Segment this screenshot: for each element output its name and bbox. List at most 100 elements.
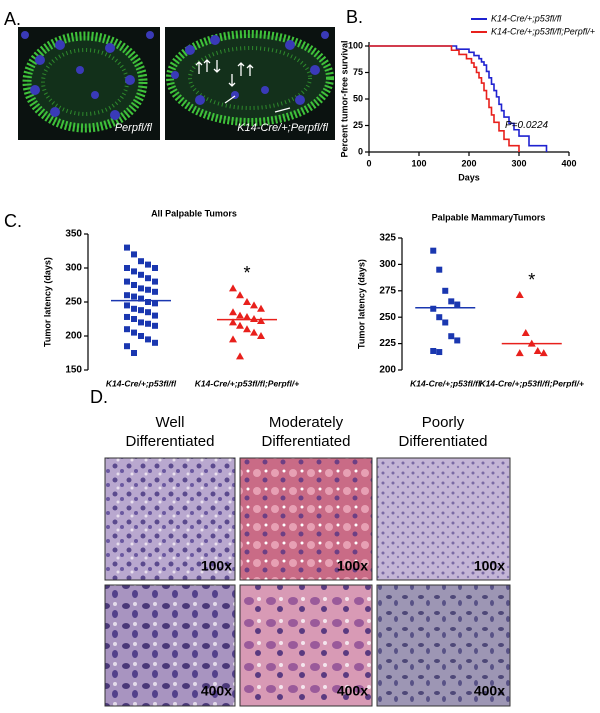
- y-tick-label: 225: [379, 338, 396, 349]
- legend-label: K14-Cre/+;p53fl/fl: [491, 13, 562, 23]
- data-point: [145, 309, 151, 316]
- data-point: [229, 308, 237, 316]
- image-label: Perpfl/fl: [115, 122, 153, 134]
- y-axis-label: Percent tumor-free survival: [339, 40, 349, 157]
- significance-marker: *: [243, 263, 250, 283]
- data-point: [448, 298, 455, 305]
- data-point: [145, 286, 151, 293]
- data-point: [250, 328, 258, 336]
- y-tick-label: 200: [65, 331, 82, 342]
- y-tick-label: 75: [353, 67, 363, 77]
- y-axis-label: Tumor latency (days): [42, 257, 52, 347]
- data-point: [131, 251, 137, 258]
- data-point: [145, 320, 151, 327]
- data-point: [236, 352, 244, 360]
- y-tick-label: 300: [65, 263, 82, 274]
- column-header: Poorly: [422, 414, 465, 431]
- data-point: [243, 312, 251, 320]
- legend-label: K14-Cre/+;p53fl/fl;Perpfl/+: [491, 26, 595, 36]
- data-point: [131, 305, 137, 312]
- y-tick-label: 150: [65, 365, 82, 376]
- column-header: Differentiated: [399, 433, 488, 450]
- magnification-label: 100x: [474, 558, 505, 574]
- data-point: [436, 349, 443, 356]
- data-point: [152, 339, 158, 346]
- data-point: [436, 314, 443, 321]
- data-point: [152, 278, 158, 285]
- data-point: [243, 298, 251, 305]
- data-point: [131, 316, 137, 322]
- y-tick-label: 250: [65, 297, 82, 308]
- x-tick-label: K14-Cre/+;p53fl/fl;Perpfl/+: [480, 378, 584, 388]
- x-tick-label: K14-Cre/+;p53fl/fl;Perpfl/+: [195, 378, 299, 388]
- data-point: [152, 288, 158, 295]
- image-label: K14-Cre/+;Perpfl/fl: [237, 122, 328, 134]
- data-point: [138, 319, 144, 326]
- data-point: [250, 301, 258, 309]
- data-point: [250, 315, 258, 322]
- y-axis-label: Tumor latency (days): [356, 259, 366, 349]
- x-tick-label: 200: [461, 158, 476, 168]
- x-tick-label: K14-Cre/+;p53fl/fl: [410, 378, 481, 388]
- x-axis-label: Days: [458, 172, 480, 182]
- data-point: [152, 312, 158, 319]
- data-point: [430, 247, 437, 254]
- data-point: [152, 322, 158, 329]
- data-point: [138, 333, 144, 339]
- y-tick-label: 350: [65, 229, 82, 240]
- chart-title: All Palpable Tumors: [151, 208, 237, 218]
- data-point: [229, 335, 237, 343]
- column-header: Differentiated: [126, 433, 215, 450]
- data-point: [138, 258, 144, 265]
- histology-image: [376, 457, 511, 581]
- y-tick-label: 250: [379, 312, 396, 323]
- data-point: [454, 337, 461, 344]
- data-point: [442, 287, 449, 294]
- data-point: [442, 319, 449, 326]
- x-tick-label: 400: [561, 158, 576, 168]
- panel-label: A.: [4, 9, 21, 29]
- panel-label: D.: [90, 387, 108, 407]
- data-point: [145, 299, 151, 305]
- data-point: [124, 292, 130, 299]
- y-tick-label: 325: [379, 233, 396, 244]
- annotation: P=0.0224: [505, 120, 549, 131]
- fluorescence-image: K14-Cre/+;Perpfl/fl: [165, 27, 335, 140]
- data-point: [131, 350, 137, 356]
- data-point: [436, 266, 443, 273]
- data-point: [539, 349, 548, 357]
- data-point: [131, 329, 137, 336]
- data-point: [124, 326, 130, 333]
- y-tick-label: 0: [358, 146, 363, 156]
- data-point: [131, 268, 137, 275]
- data-point: [124, 244, 130, 251]
- data-point: [124, 302, 130, 309]
- data-point: [131, 293, 137, 300]
- y-tick-label: 300: [379, 259, 396, 270]
- data-point: [124, 313, 130, 320]
- y-tick-label: 275: [379, 285, 396, 296]
- data-point: [257, 317, 265, 325]
- magnification-label: 100x: [337, 558, 368, 574]
- data-point: [236, 291, 244, 299]
- histology-grid: [104, 457, 511, 707]
- y-tick-label: 50: [353, 93, 363, 103]
- magnification-label: 400x: [474, 683, 505, 699]
- data-point: [229, 318, 237, 326]
- data-point: [448, 333, 455, 340]
- histology-image: [239, 584, 373, 707]
- column-header: Well: [156, 414, 185, 431]
- magnification-label: 400x: [201, 683, 232, 699]
- data-point: [138, 295, 144, 302]
- data-point: [430, 305, 437, 312]
- data-point: [521, 329, 530, 337]
- data-point: [515, 291, 524, 299]
- data-point: [152, 265, 158, 271]
- histology-image: [104, 457, 236, 581]
- column-header: Moderately: [269, 414, 344, 431]
- data-point: [124, 265, 130, 271]
- data-point: [257, 332, 265, 339]
- data-point: [236, 321, 244, 329]
- x-tick-label: 100: [411, 158, 426, 168]
